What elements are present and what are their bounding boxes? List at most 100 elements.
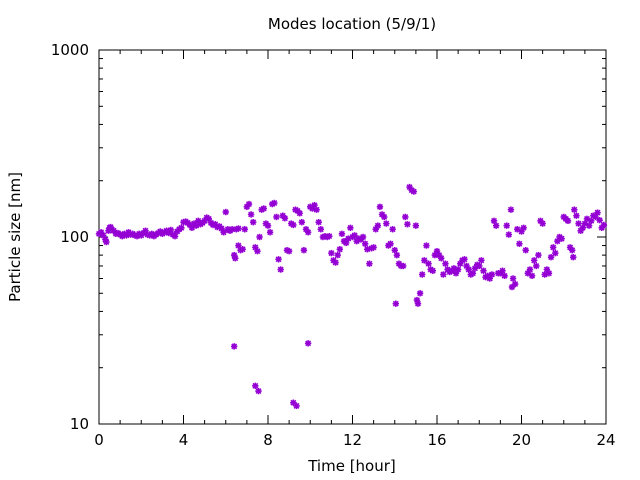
x-axis-label: Time [hour] <box>307 457 396 475</box>
data-point <box>304 340 312 347</box>
data-point <box>503 222 510 229</box>
data-point <box>334 251 341 259</box>
data-point <box>507 206 515 213</box>
data-point <box>596 216 603 224</box>
data-point <box>220 229 227 236</box>
data-point <box>528 272 536 280</box>
data-point <box>277 266 284 273</box>
data-point <box>438 255 445 262</box>
data-point <box>577 227 584 234</box>
data-point <box>351 232 358 239</box>
data-point <box>290 221 297 229</box>
data-point <box>313 206 320 213</box>
data-point <box>488 271 496 278</box>
data-point <box>412 222 420 229</box>
data-point <box>254 247 261 255</box>
data-point <box>440 271 447 278</box>
data-point <box>414 300 422 307</box>
x-tick-label: 12 <box>343 431 362 449</box>
y-tick-label: 1000 <box>51 41 89 59</box>
data-point <box>281 215 289 222</box>
axis-ticks <box>98 49 607 425</box>
x-tick-label: 8 <box>263 431 273 449</box>
data-point <box>328 249 335 257</box>
data-point <box>376 203 384 211</box>
data-point <box>509 275 517 282</box>
data-point <box>416 290 424 297</box>
x-tick-label: 16 <box>427 431 446 449</box>
data-point <box>570 253 577 261</box>
data-point <box>231 343 238 350</box>
data-point <box>442 260 449 267</box>
data-point <box>533 262 540 270</box>
data-point <box>178 224 185 231</box>
data-point <box>564 217 572 225</box>
data-point <box>315 218 322 226</box>
data-point <box>222 208 229 216</box>
data-point <box>256 233 263 241</box>
data-point <box>425 260 432 267</box>
data-point <box>571 206 578 213</box>
data-point <box>271 199 278 207</box>
data-point <box>293 402 300 410</box>
data-point <box>454 266 462 273</box>
data-point <box>374 222 382 229</box>
x-tick-label: 20 <box>512 431 531 449</box>
data-point <box>469 270 477 277</box>
data-point <box>171 232 179 240</box>
data-point <box>245 200 253 208</box>
data-point <box>508 283 516 291</box>
data-point <box>332 259 339 266</box>
data-point <box>404 221 411 228</box>
data-point <box>575 220 582 227</box>
data-point <box>545 270 553 277</box>
data-point <box>549 244 557 251</box>
data-point <box>370 244 377 251</box>
data-point <box>492 222 500 229</box>
data-point <box>516 240 523 247</box>
data-point <box>530 257 538 264</box>
data-point <box>260 205 267 212</box>
data-point <box>600 221 608 229</box>
data-point <box>588 217 595 225</box>
data-point <box>547 253 555 261</box>
data-point <box>255 387 262 395</box>
data-point <box>392 300 400 307</box>
data-point <box>296 210 303 217</box>
data-point <box>522 246 529 254</box>
data-point <box>347 224 354 231</box>
data-point <box>552 249 559 257</box>
data-point <box>387 240 394 247</box>
data-point <box>400 262 407 270</box>
data-point <box>300 246 308 254</box>
data-point <box>461 256 468 263</box>
data-point <box>505 231 513 238</box>
data-point <box>535 251 542 259</box>
data-point <box>594 209 601 216</box>
data-points <box>95 183 608 410</box>
data-point <box>520 224 527 231</box>
x-tick-label: 24 <box>596 431 615 449</box>
data-point <box>250 218 257 226</box>
y-tick-label: 10 <box>70 415 89 433</box>
data-point <box>391 246 398 254</box>
data-point <box>275 256 282 263</box>
data-point <box>235 225 242 232</box>
data-point <box>383 220 390 227</box>
data-point <box>499 267 506 274</box>
data-point <box>501 272 508 280</box>
data-point <box>526 266 534 273</box>
data-point <box>266 229 274 236</box>
data-point <box>232 255 239 262</box>
data-point <box>558 235 565 242</box>
data-point <box>423 242 430 249</box>
data-point <box>419 271 426 278</box>
data-point <box>252 382 259 390</box>
data-point <box>511 280 519 288</box>
data-point <box>338 230 346 238</box>
data-point <box>359 233 367 241</box>
data-point <box>429 267 436 274</box>
data-point <box>539 220 546 227</box>
data-point <box>366 260 373 267</box>
